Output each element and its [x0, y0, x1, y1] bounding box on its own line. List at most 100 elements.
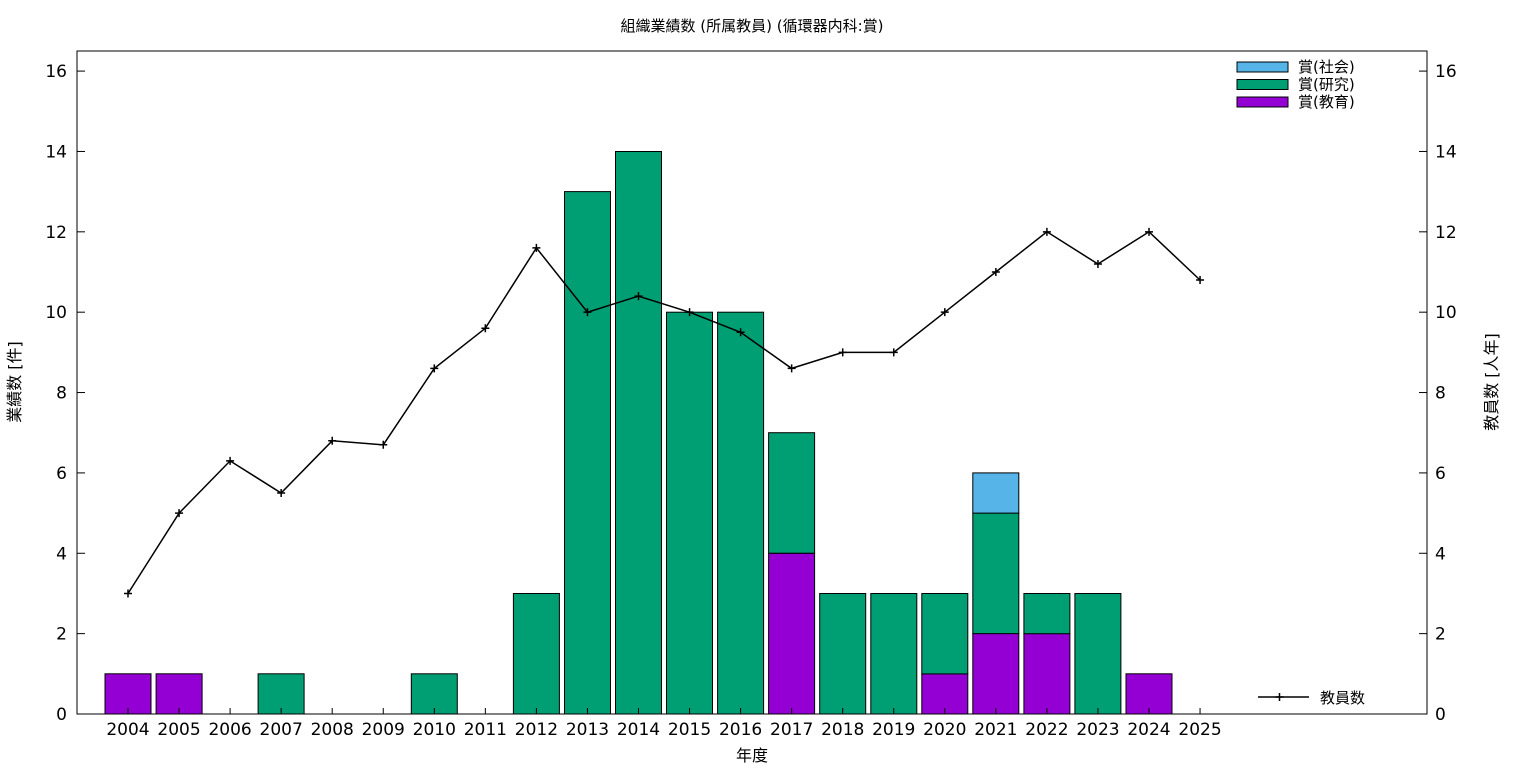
bar-2013-series-1 — [564, 191, 611, 715]
right-tick-label-4: 8 — [1435, 384, 1446, 404]
legend-label-2: 賞(社会) — [1298, 58, 1355, 76]
right-tick-label-3: 6 — [1435, 464, 1446, 484]
legend: 賞(社会)賞(研究)賞(教育) — [1236, 58, 1355, 111]
bar-2021-series-0 — [972, 633, 1020, 715]
x-tick-label-2023: 2023 — [1076, 720, 1119, 740]
left-tick-label-2: 4 — [56, 544, 67, 564]
right-tick-label-5: 10 — [1435, 303, 1457, 323]
x-tick-label-2009: 2009 — [362, 720, 405, 740]
x-tick-label-2006: 2006 — [208, 720, 251, 740]
legend-swatch-0 — [1236, 96, 1289, 108]
staff-point-2022 — [1042, 227, 1051, 236]
left-tick-label-3: 6 — [56, 464, 67, 484]
bar-2021-series-2 — [972, 472, 1020, 514]
x-tick-label-2005: 2005 — [157, 720, 200, 740]
staff-point-2016 — [736, 328, 745, 337]
staff-point-2011 — [481, 324, 490, 333]
staff-point-2013 — [583, 308, 592, 317]
x-tick-label-2007: 2007 — [260, 720, 303, 740]
x-tick-label-2018: 2018 — [821, 720, 864, 740]
bar-2014-series-1 — [615, 151, 662, 715]
staff-point-2014 — [634, 292, 643, 301]
x-axis-label: 年度 — [736, 746, 768, 765]
staff-point-2005 — [175, 509, 184, 518]
x-tick-label-2010: 2010 — [413, 720, 456, 740]
x-tick-label-2019: 2019 — [872, 720, 915, 740]
x-tick-label-2025: 2025 — [1178, 720, 1221, 740]
x-tick-label-2022: 2022 — [1025, 720, 1068, 740]
bar-2020-series-0 — [921, 673, 969, 715]
bar-2023-series-1 — [1074, 593, 1122, 715]
left-tick-label-8: 16 — [45, 62, 67, 82]
bar-2015-series-1 — [666, 311, 713, 715]
x-tick-label-2016: 2016 — [719, 720, 762, 740]
staff-point-2008 — [328, 436, 337, 445]
legend-swatch-2 — [1236, 61, 1289, 73]
staff-point-2025 — [1196, 276, 1205, 285]
bar-2016-series-1 — [717, 311, 765, 715]
staff-point-2010 — [430, 364, 439, 373]
x-tick-label-2020: 2020 — [923, 720, 966, 740]
x-axis: 2004 2005 2006 2007 2008 2009 2010 2011 2012 2013… — [106, 708, 1222, 740]
right-tick-label-1: 2 — [1435, 625, 1446, 645]
right-tick-label-2: 4 — [1435, 544, 1446, 564]
x-tick-label-2024: 2024 — [1127, 720, 1170, 740]
x-tick-label-2008: 2008 — [311, 720, 354, 740]
bar-2022-series-1 — [1023, 593, 1071, 635]
x-tick-label-2017: 2017 — [770, 720, 813, 740]
left-tick-label-5: 10 — [45, 303, 67, 323]
bar-2024-series-0 — [1125, 673, 1173, 715]
plot-frame — [76, 50, 1428, 715]
right-tick-label-0: 0 — [1435, 705, 1446, 725]
legend-label-0: 賞(教育) — [1298, 93, 1355, 111]
staff-point-2017 — [787, 364, 796, 373]
left-axis: 0 2 4 6 8 10 12 14 16 — [45, 62, 85, 725]
staff-point-2004 — [124, 589, 132, 598]
bar-2005-series-0 — [155, 673, 203, 715]
x-tick-label-2011: 2011 — [464, 720, 507, 740]
right-tick-label-8: 16 — [1435, 62, 1457, 82]
chart-title: 組織業績数 (所属教員) (循環器内科:賞) — [621, 17, 884, 35]
y2-axis-label: 教員数 [人年] — [1482, 333, 1501, 431]
right-tick-label-6: 12 — [1435, 223, 1457, 243]
bar-2022-series-0 — [1023, 633, 1071, 715]
staff-point-2021 — [991, 268, 1000, 276]
left-tick-label-1: 2 — [56, 625, 67, 645]
bar-2012-series-1 — [512, 593, 560, 715]
bar-2017-series-0 — [768, 552, 816, 715]
bar-2021-series-1 — [972, 512, 1020, 635]
bar-2018-series-1 — [819, 593, 867, 715]
staff-point-2020 — [940, 308, 949, 317]
x-tick-label-2013: 2013 — [566, 720, 609, 740]
legend-line-label: 教員数 — [1320, 689, 1365, 707]
line-legend: 教員数 — [1258, 689, 1365, 707]
x-tick-label-2012: 2012 — [515, 720, 558, 740]
bar-2007-series-1 — [257, 673, 305, 715]
staff-point-2018 — [838, 348, 847, 357]
left-tick-label-0: 0 — [56, 705, 67, 725]
staff-count-line — [127, 230, 1201, 594]
x-tick-label-2004: 2004 — [106, 720, 149, 740]
staff-point-2012 — [532, 243, 541, 252]
bar-2019-series-1 — [870, 593, 918, 715]
staff-point-2009 — [379, 440, 388, 449]
y-axis-label: 業績数 [件] — [5, 341, 24, 423]
staff-point-2015 — [685, 308, 694, 317]
legend-swatch-1 — [1236, 79, 1289, 90]
left-tick-label-4: 8 — [56, 384, 67, 404]
right-axis: 0 2 4 6 8 10 12 14 16 — [1419, 62, 1457, 725]
left-tick-label-6: 12 — [45, 223, 67, 243]
bar-2017-series-1 — [768, 432, 816, 554]
legend-label-1: 賞(研究) — [1298, 76, 1355, 94]
staff-point-2006 — [226, 456, 235, 465]
bar-2020-series-1 — [921, 593, 969, 675]
legend-line-marker — [1275, 693, 1284, 701]
staff-point-2019 — [889, 348, 898, 357]
line-layer — [124, 227, 1205, 598]
x-tick-label-2014: 2014 — [617, 720, 660, 740]
bar-2010-series-1 — [410, 673, 458, 715]
bar-2004-series-0 — [104, 673, 152, 715]
staff-point-2007 — [277, 489, 286, 497]
left-tick-label-7: 14 — [45, 142, 67, 162]
